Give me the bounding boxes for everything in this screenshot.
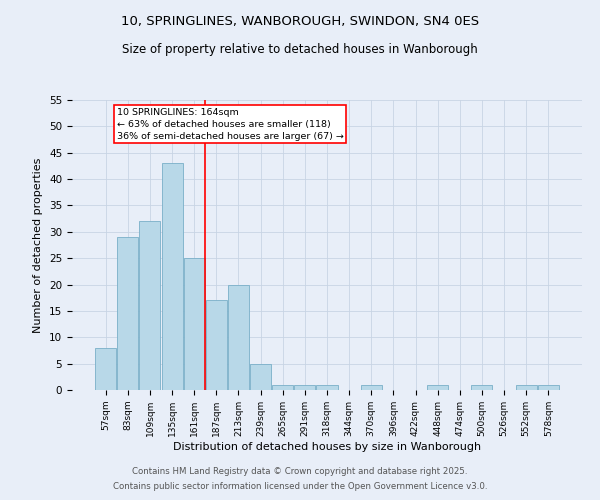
Text: 10 SPRINGLINES: 164sqm
← 63% of detached houses are smaller (118)
36% of semi-de: 10 SPRINGLINES: 164sqm ← 63% of detached… xyxy=(117,108,344,140)
Text: Size of property relative to detached houses in Wanborough: Size of property relative to detached ho… xyxy=(122,42,478,56)
Bar xyxy=(228,284,249,390)
Bar xyxy=(272,384,293,390)
Bar xyxy=(361,384,382,390)
Bar xyxy=(295,384,316,390)
Bar xyxy=(95,348,116,390)
X-axis label: Distribution of detached houses by size in Wanborough: Distribution of detached houses by size … xyxy=(173,442,481,452)
Bar xyxy=(472,384,493,390)
Bar xyxy=(250,364,271,390)
Bar xyxy=(139,222,160,390)
Bar xyxy=(184,258,205,390)
Y-axis label: Number of detached properties: Number of detached properties xyxy=(34,158,43,332)
Bar xyxy=(427,384,448,390)
Text: Contains public sector information licensed under the Open Government Licence v3: Contains public sector information licen… xyxy=(113,482,487,491)
Bar xyxy=(206,300,227,390)
Bar xyxy=(515,384,536,390)
Bar xyxy=(316,384,338,390)
Text: 10, SPRINGLINES, WANBOROUGH, SWINDON, SN4 0ES: 10, SPRINGLINES, WANBOROUGH, SWINDON, SN… xyxy=(121,15,479,28)
Text: Contains HM Land Registry data © Crown copyright and database right 2025.: Contains HM Land Registry data © Crown c… xyxy=(132,467,468,476)
Bar xyxy=(538,384,559,390)
Bar xyxy=(161,164,182,390)
Bar xyxy=(118,237,139,390)
